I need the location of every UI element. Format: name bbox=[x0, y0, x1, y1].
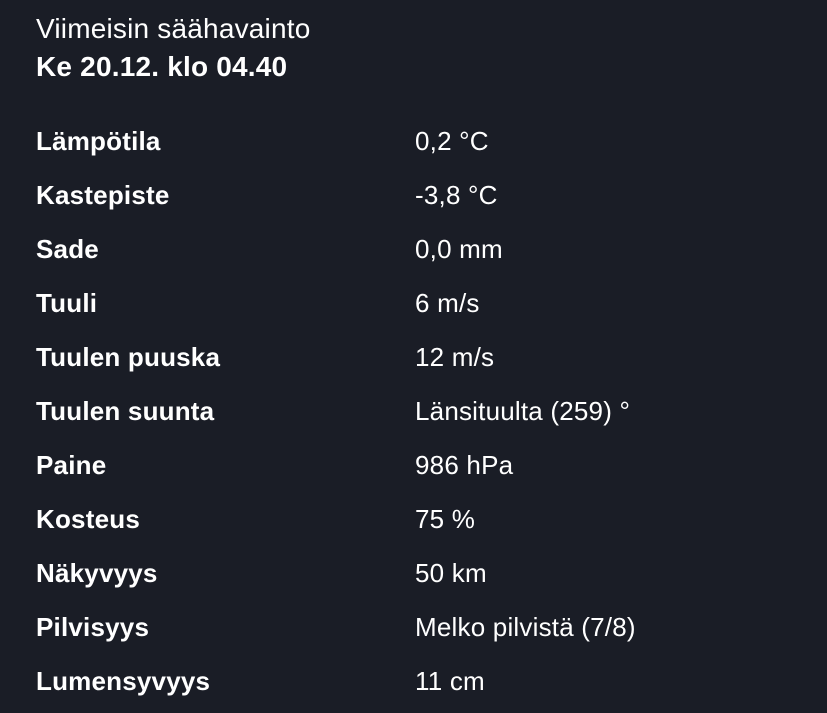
observation-label: Tuulen puuska bbox=[36, 341, 221, 372]
observation-value: 986 hPa bbox=[415, 449, 514, 480]
observation-value: Länsituulta (259) ° bbox=[415, 395, 631, 426]
observation-label: Sade bbox=[36, 233, 99, 264]
observation-row: Kosteus 75 % bbox=[36, 492, 827, 546]
observation-row: Lumensyvyys 11 cm bbox=[36, 654, 827, 708]
observation-label: Kosteus bbox=[36, 503, 140, 534]
observation-row: Sade 0,0 mm bbox=[36, 222, 827, 276]
panel-title: Viimeisin säähavainto bbox=[36, 13, 311, 44]
observation-timestamp: Ke 20.12. klo 04.40 bbox=[36, 51, 288, 82]
observation-row: Tuuli 6 m/s bbox=[36, 276, 827, 330]
observation-value: 12 m/s bbox=[415, 341, 495, 372]
observation-value: 0,2 °C bbox=[415, 125, 489, 156]
observation-value: 50 km bbox=[415, 557, 487, 588]
observation-label: Tuulen suunta bbox=[36, 395, 215, 426]
observation-list: Lämpötila 0,2 °C Kastepiste -3,8 °C Sade… bbox=[36, 114, 827, 708]
observation-label: Paine bbox=[36, 449, 107, 480]
observation-label: Kastepiste bbox=[36, 179, 170, 210]
observation-row: Tuulen puuska 12 m/s bbox=[36, 330, 827, 384]
observation-label: Lämpötila bbox=[36, 125, 161, 156]
observation-label: Pilvisyys bbox=[36, 611, 150, 642]
observation-value: 6 m/s bbox=[415, 287, 480, 318]
observation-row: Tuulen suunta Länsituulta (259) ° bbox=[36, 384, 827, 438]
observation-value: Melko pilvistä (7/8) bbox=[415, 611, 636, 642]
observation-row: Näkyvyys 50 km bbox=[36, 546, 827, 600]
observation-value: 75 % bbox=[415, 503, 476, 534]
observation-value: 0,0 mm bbox=[415, 233, 503, 264]
observation-label: Näkyvyys bbox=[36, 557, 158, 588]
observation-label: Lumensyvyys bbox=[36, 665, 211, 696]
observation-row: Paine 986 hPa bbox=[36, 438, 827, 492]
observation-value: -3,8 °C bbox=[415, 179, 498, 210]
observation-row: Kastepiste -3,8 °C bbox=[36, 168, 827, 222]
observation-row: Lämpötila 0,2 °C bbox=[36, 114, 827, 168]
observation-row: Pilvisyys Melko pilvistä (7/8) bbox=[36, 600, 827, 654]
observation-value: 11 cm bbox=[415, 665, 485, 696]
observation-label: Tuuli bbox=[36, 287, 98, 318]
